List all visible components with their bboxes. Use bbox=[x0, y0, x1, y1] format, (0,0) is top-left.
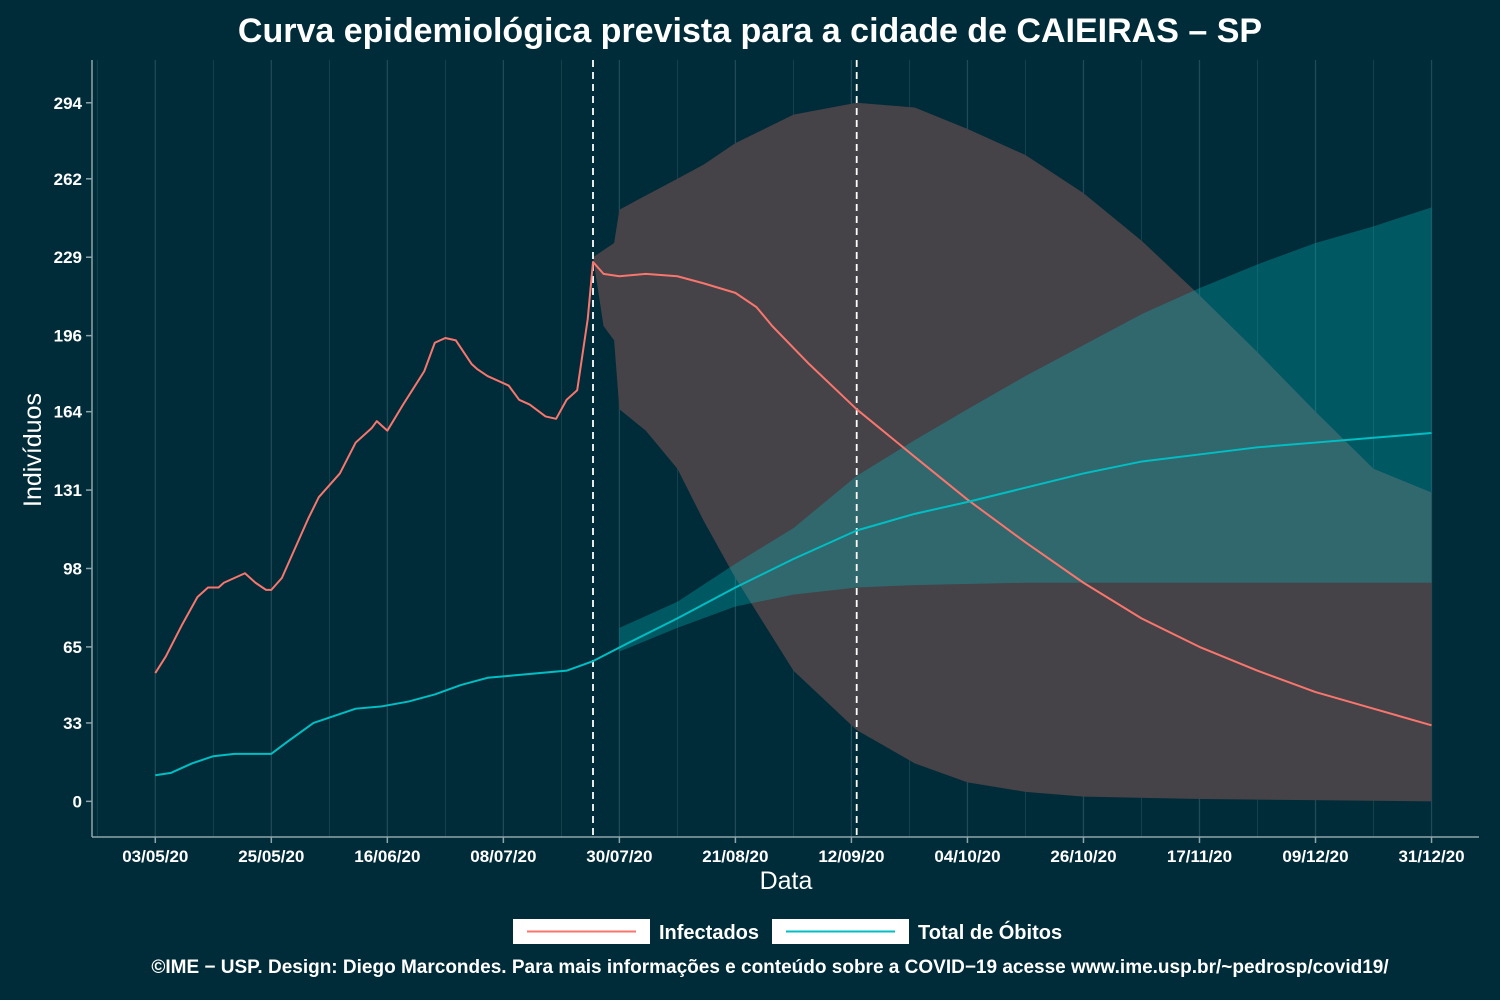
x-tick-label: 21/08/20 bbox=[702, 847, 768, 866]
y-tick-label: 131 bbox=[54, 481, 82, 500]
legend-item: Infectados bbox=[513, 919, 759, 944]
y-tick-label: 294 bbox=[54, 94, 83, 113]
y-tick-label: 65 bbox=[63, 638, 82, 657]
series-line-obitos bbox=[155, 432, 1432, 777]
x-tick-label: 03/05/20 bbox=[122, 847, 188, 866]
axes: 03/05/20 25/05/20 16/06/20 08/07/20 30/07/20… bbox=[54, 60, 1479, 866]
x-tick-label: 09/12/20 bbox=[1282, 847, 1348, 866]
x-tick-label: 25/05/20 bbox=[238, 847, 304, 866]
footer-credit: ©IME − USP. Design: Diego Marcondes. Par… bbox=[151, 957, 1389, 978]
x-axis-title: Data bbox=[760, 867, 813, 895]
y-tick-label: 98 bbox=[63, 559, 82, 578]
y-tick-label: 33 bbox=[63, 714, 82, 733]
y-axis-title: Indivíduos bbox=[19, 393, 47, 507]
chart-title: Curva epidemiológica prevista para a cid… bbox=[237, 12, 1263, 50]
series-line-infectados bbox=[154, 260, 1432, 727]
y-tick-label: 262 bbox=[54, 170, 82, 189]
x-tick-label: 31/12/20 bbox=[1398, 847, 1464, 866]
x-tick-label: 12/09/20 bbox=[818, 847, 884, 866]
x-tick-label: 26/10/20 bbox=[1050, 847, 1116, 866]
x-tick-label: 17/11/20 bbox=[1167, 847, 1232, 866]
x-tick-label: 16/06/20 bbox=[354, 847, 420, 866]
x-tick-label: 08/07/20 bbox=[470, 847, 536, 866]
x-tick-label: 04/10/20 bbox=[934, 847, 1000, 866]
confidence-bands bbox=[593, 102, 1432, 802]
band-infectados bbox=[593, 102, 1432, 802]
reference-lines bbox=[592, 60, 858, 837]
legend-label: Infectados bbox=[659, 922, 759, 944]
band-obitos bbox=[619, 207, 1432, 652]
x-tick-label: 30/07/20 bbox=[586, 847, 652, 866]
y-tick-label: 196 bbox=[54, 327, 82, 346]
legend-item: Total de Óbitos bbox=[772, 919, 1062, 944]
series-lines bbox=[154, 260, 1432, 777]
y-tick-label: 0 bbox=[73, 792, 82, 811]
legend: Infectados Total de Óbitos bbox=[513, 919, 1062, 944]
y-tick-label: 164 bbox=[54, 403, 83, 422]
y-tick-label: 229 bbox=[54, 248, 82, 267]
legend-label: Total de Óbitos bbox=[918, 920, 1062, 944]
